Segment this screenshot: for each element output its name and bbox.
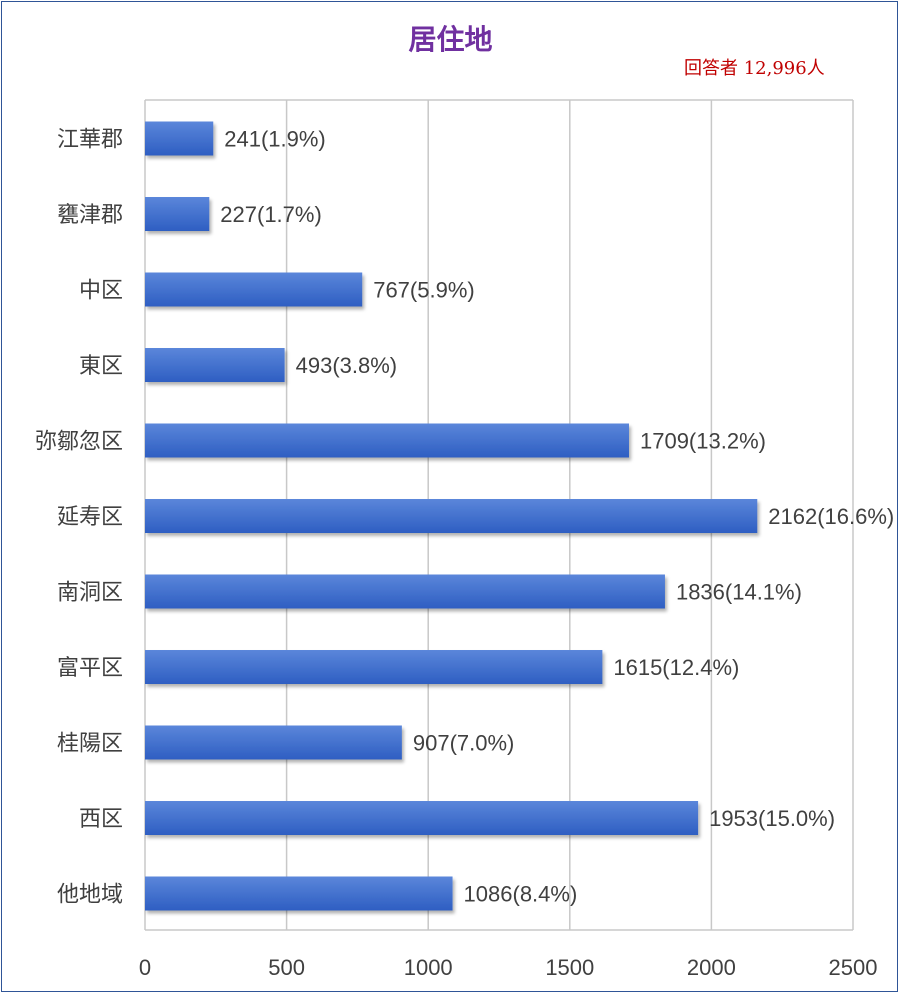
- category-label: 甕津郡: [57, 203, 123, 228]
- category-label: 南洞区: [57, 581, 123, 606]
- x-tick-label: 2500: [829, 955, 878, 980]
- category-label: 弥鄒忽区: [35, 430, 123, 455]
- x-tick-label: 0: [139, 955, 151, 980]
- data-label: 1836(14.1%): [676, 580, 802, 605]
- data-label: 767(5.9%): [373, 278, 475, 303]
- bar: [145, 574, 665, 609]
- x-tick-labels: 0 500 1000 1500 2000 2500: [139, 955, 878, 980]
- category-label: 他地域: [57, 883, 123, 908]
- x-tick-label: 1500: [545, 955, 594, 980]
- bar: [145, 272, 363, 307]
- chart-title: 居住地: [408, 23, 493, 56]
- data-label: 1615(12.4%): [613, 655, 739, 680]
- data-label: 1953(15.0%): [709, 806, 835, 831]
- bar: [145, 801, 699, 835]
- data-label: 1709(13.2%): [640, 429, 766, 454]
- x-tick-label: 1000: [404, 955, 453, 980]
- category-label: 桂陽区: [57, 732, 123, 757]
- data-label: 2162(16.6%): [768, 504, 894, 529]
- data-label: 1086(8.4%): [464, 882, 578, 907]
- data-label: 493(3.8%): [296, 353, 398, 378]
- category-label: 西区: [79, 807, 123, 832]
- bar: [145, 121, 214, 156]
- category-label: 中区: [79, 279, 123, 304]
- data-label: 907(7.0%): [413, 731, 515, 756]
- category-label: 富平区: [57, 656, 123, 681]
- category-label: 東区: [79, 354, 123, 379]
- value-labels: 241(1.9%) 227(1.7%) 767(5.9%) 493(3.8%) 1709…: [220, 127, 894, 907]
- data-label: 241(1.9%): [224, 127, 326, 152]
- bar: [145, 499, 758, 533]
- bar: [145, 650, 603, 684]
- x-tick-label: 2000: [687, 955, 736, 980]
- bar: [145, 876, 453, 911]
- bars: [145, 121, 758, 911]
- x-tick-label: 500: [268, 955, 305, 980]
- bar: [145, 348, 285, 382]
- data-label: 227(1.7%): [220, 202, 322, 227]
- category-label: 江華郡: [57, 128, 123, 153]
- respondent-count: 回答者 12,996人: [684, 58, 825, 79]
- bar: [145, 725, 402, 760]
- category-label: 延寿区: [57, 505, 123, 530]
- bar: [145, 197, 210, 231]
- bar: [145, 423, 629, 458]
